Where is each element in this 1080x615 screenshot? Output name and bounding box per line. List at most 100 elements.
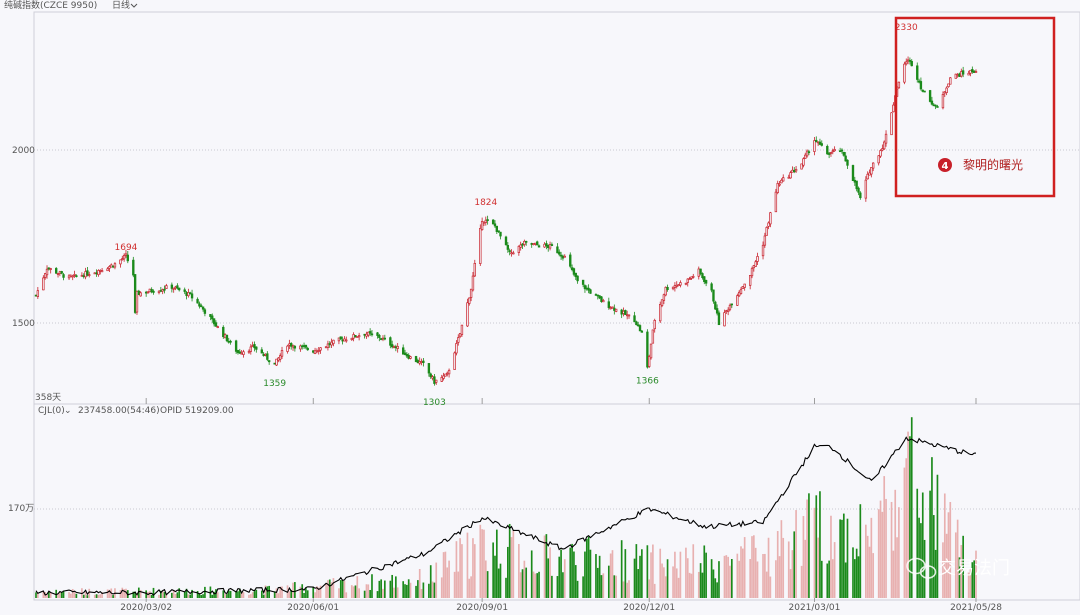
chevron-down-icon[interactable] xyxy=(130,3,138,8)
candle-body xyxy=(150,289,153,293)
candle-body xyxy=(172,287,175,290)
candle-body xyxy=(288,343,291,346)
candle-body xyxy=(921,89,924,92)
volume-bar xyxy=(942,542,944,598)
candle-body xyxy=(260,349,264,354)
candle-body xyxy=(688,278,691,281)
volume-bar xyxy=(106,589,109,598)
indicator-name[interactable]: CJL(0) xyxy=(38,406,65,416)
annotation-number-badge xyxy=(938,158,952,172)
volume-bar xyxy=(305,587,307,598)
candle-body xyxy=(111,265,115,268)
candle-body xyxy=(802,158,805,166)
candle-body xyxy=(510,252,513,255)
candle-body xyxy=(157,290,161,294)
candle-body xyxy=(561,255,565,259)
volume-bar xyxy=(842,513,845,598)
chevron-down-icon[interactable]: ⌄ xyxy=(64,406,72,416)
volume-bar xyxy=(736,553,739,598)
volume-bar xyxy=(165,593,168,598)
volume-bar xyxy=(444,551,447,598)
volume-bar xyxy=(844,562,847,598)
x-axis: 2020/03/02 2020/06/01 2020/09/01 2020/12/01… xyxy=(120,398,1002,613)
candle-body xyxy=(739,289,743,294)
oi-line-path xyxy=(35,436,977,596)
volume-bar xyxy=(338,588,340,598)
volume-bar xyxy=(716,582,718,598)
candle-body xyxy=(813,140,816,152)
candle-body xyxy=(956,74,959,76)
period-selector[interactable]: 日线 xyxy=(112,0,130,11)
volume-bar xyxy=(512,530,515,598)
volume-bar xyxy=(198,593,201,598)
volume-bar xyxy=(703,545,706,598)
volume-bar xyxy=(213,591,215,598)
volume-bar xyxy=(356,576,359,598)
candle-body xyxy=(473,263,476,277)
candle-body xyxy=(159,290,163,292)
volume-bar xyxy=(753,535,755,598)
candle-body xyxy=(84,271,87,278)
candle-body xyxy=(730,303,734,306)
volume-bar xyxy=(701,572,704,598)
candle-body xyxy=(389,337,392,346)
candle-body xyxy=(547,244,550,248)
candle-body xyxy=(638,325,642,332)
candle-body xyxy=(189,292,192,295)
candle-body xyxy=(609,307,612,310)
volume-bar xyxy=(378,580,381,598)
candle-body xyxy=(301,345,304,348)
candle-body xyxy=(585,287,588,290)
volume-bar xyxy=(672,566,674,598)
volume-bar xyxy=(740,546,742,598)
volume-bar xyxy=(697,571,700,598)
candle-body xyxy=(928,90,932,102)
candle-body xyxy=(339,336,342,340)
volume-bar xyxy=(420,588,423,598)
volume-bar xyxy=(457,571,460,598)
candle-body xyxy=(859,192,862,199)
candle-body xyxy=(620,309,623,315)
volume-bar xyxy=(418,569,421,598)
volume-bar xyxy=(903,467,906,598)
volume-bar xyxy=(562,572,564,598)
candle-body xyxy=(58,271,62,274)
candle-body xyxy=(457,337,460,343)
volume-bar xyxy=(569,547,572,598)
volume-bar xyxy=(896,537,898,598)
candle-body xyxy=(201,306,205,310)
volume-bar xyxy=(49,592,52,598)
volume-bar xyxy=(200,595,203,598)
volume-bar xyxy=(152,587,155,598)
volume-bar xyxy=(428,583,430,598)
volume-bar xyxy=(519,572,522,598)
volume-bar xyxy=(960,544,963,598)
candle-body xyxy=(532,243,535,245)
candle-body xyxy=(569,254,572,267)
volume-bar xyxy=(150,594,153,598)
wechat-icon xyxy=(906,557,937,579)
volume-bar xyxy=(108,589,111,598)
volume-bar xyxy=(883,476,886,598)
volume-bar xyxy=(101,592,103,598)
volume-bar xyxy=(718,561,720,598)
candle-body xyxy=(640,330,644,333)
candle-body xyxy=(905,61,908,65)
candle-body xyxy=(794,168,798,172)
volume-bar xyxy=(376,591,379,598)
volume-bar xyxy=(68,592,70,598)
volume-bar xyxy=(729,565,731,598)
candle-body xyxy=(677,284,680,287)
candle-body xyxy=(262,353,265,357)
candle-body xyxy=(916,65,919,80)
volume-bar xyxy=(624,549,627,598)
volume-bar xyxy=(369,589,371,598)
candle-body xyxy=(563,255,566,258)
candle-body xyxy=(253,344,256,349)
candle-body xyxy=(594,294,598,296)
candle-body xyxy=(275,358,278,366)
candle-body xyxy=(851,165,855,182)
candle-body xyxy=(356,336,359,338)
candle-body xyxy=(748,275,752,286)
candle-body xyxy=(868,172,871,176)
